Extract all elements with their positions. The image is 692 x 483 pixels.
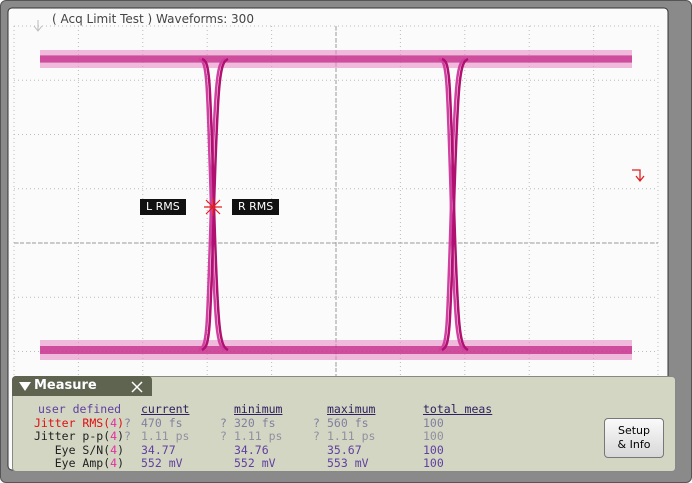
flag: ? <box>220 429 227 444</box>
total-value: 100 <box>423 455 444 470</box>
maximum-value: 35.67 <box>327 442 362 457</box>
column-header: maximum <box>327 402 376 416</box>
current-value: 1.11 ps <box>141 429 190 444</box>
marker-left: L RMS <box>140 199 186 215</box>
minimum-value: 320 fs <box>234 416 276 430</box>
column-header: user defined <box>38 402 122 416</box>
row-label: Jitter p-p(4) <box>34 430 124 443</box>
label-part: Eye Amp( <box>54 455 111 470</box>
maximum-value: 1.11 ps <box>327 429 376 444</box>
column-header: total meas <box>423 402 493 416</box>
minimum-value: 34.76 <box>234 442 269 457</box>
measure-tab[interactable] <box>12 376 152 396</box>
transition <box>438 57 466 352</box>
close-icon[interactable] <box>130 380 144 394</box>
row-label: Eye Amp(4) <box>54 455 124 470</box>
label-part: ) <box>117 429 124 444</box>
label-part: ) <box>117 455 124 470</box>
flag: ? <box>124 429 131 444</box>
minimum-value: 552 mV <box>234 455 276 470</box>
collapse-icon[interactable] <box>18 380 32 392</box>
label-part: ) <box>117 416 124 430</box>
total-value: 100 <box>423 429 444 444</box>
signal-core <box>40 346 632 354</box>
label-part: Jitter RMS( <box>33 416 111 430</box>
measure-title: Measure <box>34 378 97 393</box>
signal-core <box>40 55 632 63</box>
waveform-screen <box>7 7 669 471</box>
acq-status: ( Acq Limit Test ) Waveforms: 300 <box>52 12 254 26</box>
total-value: 100 <box>423 442 444 457</box>
current-value: 34.77 <box>141 442 176 457</box>
column-header: minimum <box>234 402 283 416</box>
column-header: current <box>141 402 190 416</box>
button-line: Setup <box>617 424 651 437</box>
minimum-value: 1.11 ps <box>234 429 283 444</box>
channel: 4 <box>110 442 118 457</box>
channel: 4 <box>110 455 118 470</box>
row-label: Eye S/N(4) <box>54 442 124 457</box>
row-label: Jitter RMS(4) <box>34 417 124 430</box>
channel: 4 <box>110 416 118 430</box>
channel: 4 <box>110 429 118 444</box>
current-value: 470 fs <box>141 416 183 430</box>
trigger-icon <box>632 169 645 183</box>
flag: ? <box>124 416 131 430</box>
maximum-value: 553 mV <box>327 455 369 470</box>
current-value: 552 mV <box>141 455 183 470</box>
marker-right: R RMS <box>232 199 280 215</box>
flag: ? <box>313 416 320 430</box>
setup-info-button[interactable]: Setup & Info <box>604 418 664 458</box>
crossing-marker <box>204 198 222 216</box>
button-line: & Info <box>617 438 651 451</box>
maximum-value: 560 fs <box>327 416 369 430</box>
label-part: Eye S/N( <box>54 442 111 457</box>
transition <box>441 57 469 352</box>
label-part: ) <box>117 442 124 457</box>
label-part: Jitter p-p( <box>33 429 111 444</box>
total-value: 100 <box>423 416 444 430</box>
flag: ? <box>220 416 227 430</box>
ground-icon <box>33 20 43 32</box>
transition <box>198 57 226 352</box>
flag: ? <box>313 429 320 444</box>
